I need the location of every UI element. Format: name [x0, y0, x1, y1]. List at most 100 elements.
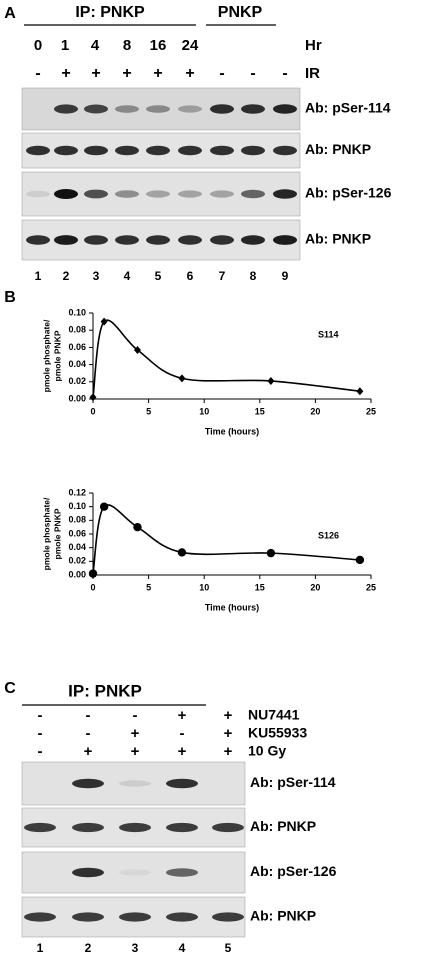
lane-number: 1 — [37, 941, 44, 955]
marker — [355, 555, 365, 565]
ir-sign: + — [122, 65, 131, 82]
ir-sign: - — [219, 65, 224, 82]
lane-number: 2 — [63, 269, 70, 283]
treatment-sign: - — [38, 725, 43, 742]
band — [84, 104, 108, 114]
ir-sign: - — [282, 65, 287, 82]
band — [54, 189, 78, 199]
annotation: S114 — [318, 329, 339, 339]
treatment-sign: + — [224, 725, 233, 742]
band — [178, 235, 202, 245]
antibody-label: Ab: pSer-114 — [250, 774, 336, 790]
hour-label: 24 — [182, 37, 199, 54]
y-tick-label: 0.10 — [68, 307, 86, 317]
marker — [88, 569, 98, 578]
band — [54, 104, 78, 114]
band — [146, 235, 170, 245]
treatment-sign: + — [84, 743, 93, 760]
marker — [356, 387, 364, 396]
band — [72, 822, 104, 833]
lane-number: 2 — [85, 941, 92, 955]
band — [119, 869, 151, 876]
lane-number: 3 — [132, 941, 139, 955]
band — [210, 190, 234, 198]
band — [84, 235, 108, 245]
antibody-label: Ab: PNKP — [250, 908, 316, 924]
y-tick-label: 0.08 — [68, 325, 86, 335]
ip-header: IP: PNKP — [68, 681, 142, 700]
panel-label: B — [4, 289, 16, 306]
y-tick-label: 0.06 — [68, 342, 86, 352]
lane-number: 6 — [187, 269, 194, 283]
y-tick-label: 0.10 — [68, 501, 86, 511]
treatment-label: KU55933 — [248, 725, 307, 741]
band — [115, 235, 139, 245]
band — [24, 912, 56, 922]
band — [241, 145, 265, 156]
antibody-label: Ab: pSer-126 — [250, 863, 337, 879]
band — [146, 105, 170, 113]
ir-sign: - — [250, 65, 255, 82]
lane-number: 8 — [250, 269, 257, 283]
marker — [177, 548, 187, 557]
band — [178, 145, 202, 156]
ir-sign: + — [153, 65, 162, 82]
band — [26, 235, 50, 245]
ip-header: IP: PNKP — [75, 4, 145, 21]
treatment-sign: + — [178, 707, 187, 724]
band — [241, 235, 265, 245]
treatment-label: 10 Gy — [248, 743, 286, 759]
band — [54, 145, 78, 156]
marker — [89, 393, 97, 402]
y-tick-label: 0.08 — [68, 515, 86, 525]
band — [166, 912, 198, 922]
treatment-sign: + — [224, 743, 233, 760]
treatment-sign: + — [131, 725, 140, 742]
treatment-label: NU7441 — [248, 707, 300, 723]
blot — [21, 851, 246, 894]
band — [273, 189, 297, 199]
lane-number: 7 — [219, 269, 226, 283]
treatment-sign: - — [86, 725, 91, 742]
annotation: S126 — [318, 530, 339, 540]
lane-number: 9 — [282, 269, 289, 283]
y-tick-label: 0.02 — [68, 556, 86, 566]
x-tick-label: 0 — [90, 582, 95, 592]
band — [178, 105, 202, 113]
band — [84, 189, 108, 199]
band — [178, 190, 202, 198]
marker — [133, 345, 141, 354]
y-tick-label: 0.00 — [68, 569, 86, 579]
hour-label: 8 — [123, 37, 131, 54]
y-tick-label: 0.02 — [68, 376, 86, 386]
y-tick-label: 0.04 — [68, 542, 86, 552]
y-tick-label: 0.00 — [68, 393, 86, 403]
hour-label: 4 — [91, 37, 100, 54]
lane-number: 5 — [225, 941, 232, 955]
band — [115, 190, 139, 198]
row-label: Hr — [305, 37, 322, 54]
band — [210, 235, 234, 245]
lane-number: 5 — [155, 269, 162, 283]
antibody-label: Ab: PNKP — [250, 818, 316, 834]
band — [115, 105, 139, 113]
treatment-sign: + — [131, 743, 140, 760]
band — [72, 867, 104, 878]
x-tick-label: 15 — [255, 406, 265, 416]
y-tick-label: 0.12 — [68, 487, 86, 497]
antibody-label: Ab: pSer-126 — [305, 185, 392, 201]
band — [26, 190, 50, 198]
marker — [267, 376, 275, 385]
y-axis-label: pmole phosphate/ — [41, 497, 51, 570]
band — [72, 778, 104, 789]
lane-number: 4 — [124, 269, 131, 283]
band — [210, 145, 234, 156]
band — [119, 912, 151, 922]
x-tick-label: 25 — [366, 582, 376, 592]
x-tick-label: 5 — [146, 582, 151, 592]
input-header: PNKP — [218, 4, 263, 21]
lane-number: 3 — [93, 269, 100, 283]
x-tick-label: 0 — [90, 406, 95, 416]
band — [84, 145, 108, 156]
